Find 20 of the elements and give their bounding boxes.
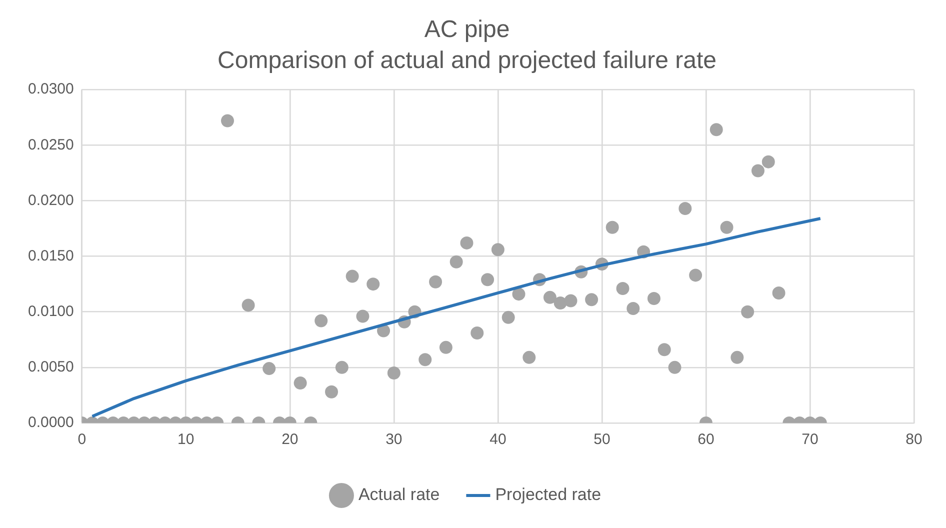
y-tick-label: 0.0200 <box>28 192 74 209</box>
y-tick-label: 0.0300 <box>28 80 74 98</box>
y-tick-label: 0.0150 <box>28 247 74 264</box>
y-tick-label: 0.0250 <box>28 136 74 154</box>
x-tick-label: 0 <box>78 431 86 448</box>
chart-subtitle: Comparison of actual and projected failure rate <box>218 46 716 74</box>
y-tick-label: 0.0050 <box>28 358 74 376</box>
legend-label: Actual rate <box>358 485 440 504</box>
y-tick-label: 0.0100 <box>28 303 74 320</box>
legend-label: Projected rate <box>495 485 602 504</box>
x-tick-label: 10 <box>178 431 194 448</box>
x-tick-label: 60 <box>698 431 714 448</box>
x-tick-label: 70 <box>802 431 818 448</box>
x-tick-label: 30 <box>386 431 402 448</box>
y-tick-label: 0.0000 <box>28 414 74 432</box>
chart-title: AC pipe <box>424 16 510 44</box>
x-tick-label: 50 <box>594 431 610 448</box>
x-tick-label: 40 <box>490 431 506 448</box>
x-tick-label: 80 <box>906 431 922 448</box>
x-tick-label: 20 <box>282 431 298 448</box>
